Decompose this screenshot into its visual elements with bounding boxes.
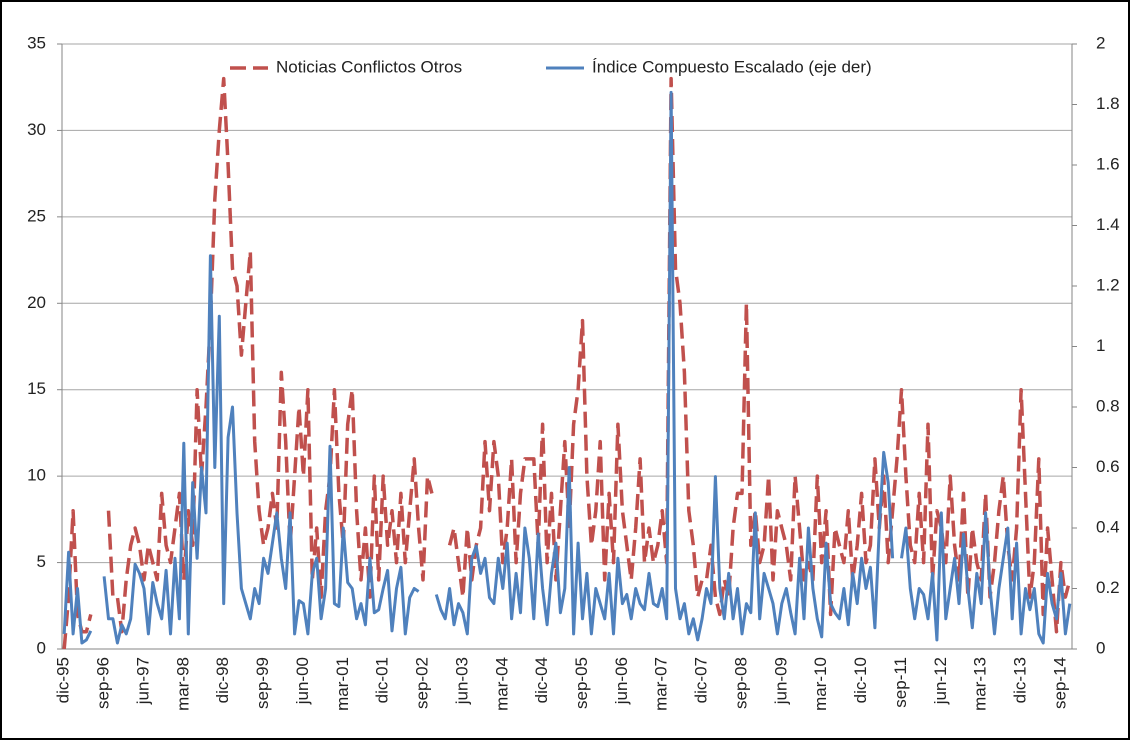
x-tick-label: dic-10: [851, 657, 870, 703]
x-tick-label: mar-10: [811, 657, 830, 711]
legend-label: Noticias Conflictos Otros: [276, 57, 462, 76]
x-tick-label: jun-06: [612, 657, 631, 705]
x-tick-label: jun-12: [931, 657, 950, 705]
x-tick-label: sep-96: [94, 657, 113, 709]
y2-tick-label: 0.8: [1096, 396, 1120, 415]
x-tick-label: dic-13: [1011, 657, 1030, 703]
y-tick-label: 30: [27, 120, 46, 139]
y-tick-label: 35: [27, 33, 46, 52]
y-tick-label: 15: [27, 379, 46, 398]
x-tick-label: jun-97: [133, 657, 152, 705]
x-tick-label: sep-05: [572, 657, 591, 709]
y-tick-label: 10: [27, 466, 46, 485]
x-tick-label: sep-99: [253, 657, 272, 709]
y2-tick-label: 1.6: [1096, 154, 1120, 173]
x-tick-label: mar-01: [333, 657, 352, 711]
x-tick-label: dic-98: [213, 657, 232, 703]
y-tick-label: 25: [27, 206, 46, 225]
x-tick-label: sep-11: [891, 657, 910, 708]
x-tick-label: dic-95: [54, 657, 73, 703]
x-tick-label: sep-02: [413, 657, 432, 709]
x-tick-label: dic-07: [692, 657, 711, 703]
legend-label: Índice Compuesto Escalado (eje der): [592, 57, 872, 76]
y2-tick-label: 0.4: [1096, 517, 1120, 536]
x-tick-label: jun-00: [293, 657, 312, 705]
y2-tick-label: 1.8: [1096, 94, 1120, 113]
x-tick-label: sep-14: [1050, 657, 1069, 709]
y2-tick-label: 0.6: [1096, 457, 1120, 476]
x-tick-label: mar-13: [971, 657, 990, 711]
series-line: [62, 90, 1072, 645]
y2-tick-label: 1.4: [1096, 215, 1120, 234]
y2-tick-label: 0.2: [1096, 578, 1120, 597]
x-tick-label: jun-03: [452, 657, 471, 705]
y2-tick-label: 1: [1096, 336, 1105, 355]
y-tick-label: 20: [27, 293, 46, 312]
y2-tick-label: 1.2: [1096, 275, 1120, 294]
x-tick-label: sep-08: [731, 657, 750, 709]
y-tick-label: 0: [37, 638, 46, 657]
y2-tick-label: 2: [1096, 33, 1105, 52]
y2-tick-label: 0: [1096, 638, 1105, 657]
x-tick-label: dic-01: [373, 657, 392, 703]
x-tick-label: mar-98: [173, 657, 192, 711]
x-tick-label: dic-04: [532, 657, 551, 703]
x-tick-label: mar-07: [652, 657, 671, 711]
x-tick-label: mar-04: [492, 657, 511, 711]
x-tick-label: jun-09: [771, 657, 790, 705]
y-tick-label: 5: [37, 552, 46, 571]
